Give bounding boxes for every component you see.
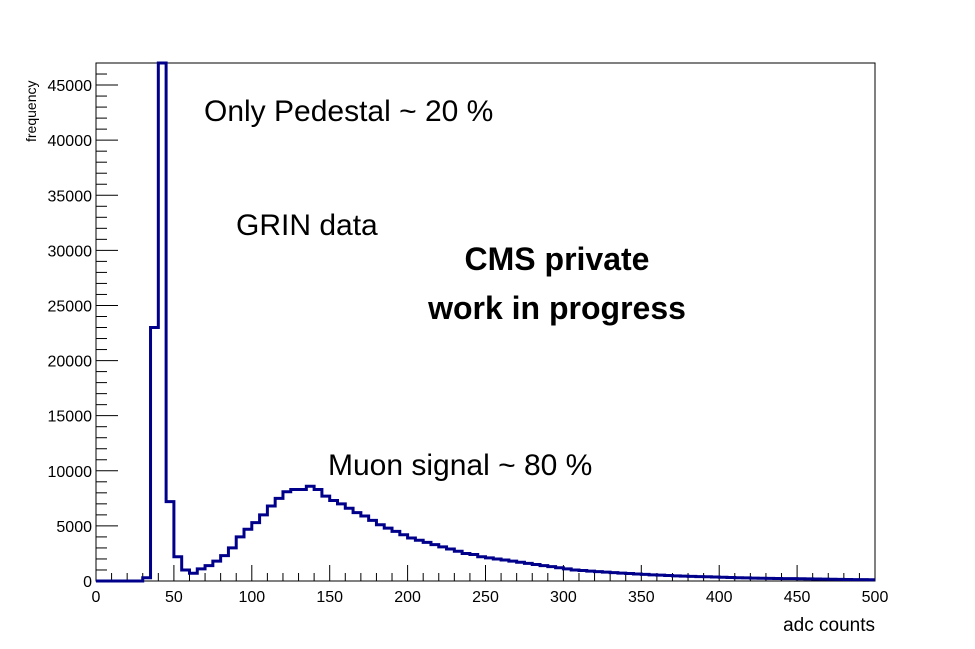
x-tick-label: 100 (238, 589, 265, 606)
annotation-pedestal: Only Pedestal ~ 20 % (204, 95, 493, 128)
y-tick-label: 5000 (56, 519, 92, 536)
x-tick-label: 200 (394, 589, 421, 606)
x-tick-label: 350 (628, 589, 655, 606)
y-tick-label: 10000 (48, 464, 93, 481)
y-tick-label: 25000 (48, 298, 93, 315)
histogram-line (96, 61, 875, 583)
x-tick-label: 450 (784, 589, 811, 606)
y-tick-label: 15000 (48, 409, 93, 426)
x-axis-title: adc counts (783, 615, 875, 636)
x-tick-label: 400 (706, 589, 733, 606)
annotation-work-in-progress: work in progress (427, 290, 686, 326)
x-tick-label: 0 (92, 589, 101, 606)
x-tick-label: 500 (862, 589, 889, 606)
annotation-muon-signal: Muon signal ~ 80 % (328, 449, 592, 482)
x-tick-label: 300 (550, 589, 577, 606)
annotation-cms-private: CMS private (465, 241, 650, 277)
y-tick-label: 35000 (48, 188, 93, 205)
y-tick-label: 45000 (48, 78, 93, 95)
y-axis-title: frequency (23, 81, 39, 142)
y-tick-label: 20000 (48, 354, 93, 371)
x-axis-ticks: 0 50 100 150 200 250 300 350 400 450 500 (92, 565, 889, 606)
x-tick-label: 250 (472, 589, 499, 606)
y-tick-label: 30000 (48, 243, 93, 260)
annotation-grin-data: GRIN data (236, 209, 378, 242)
y-tick-label: 0 (83, 574, 92, 591)
y-axis-ticks: 0 5000 10000 15000 20000 25000 30000 35000 40000… (48, 62, 118, 591)
y-tick-label: 40000 (48, 133, 93, 150)
x-tick-label: 150 (316, 589, 343, 606)
x-tick-label: 50 (165, 589, 183, 606)
